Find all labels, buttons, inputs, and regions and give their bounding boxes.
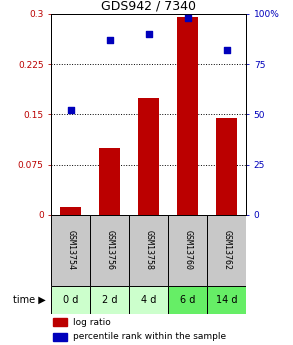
Bar [99,148,120,215]
Bar [90,215,129,286]
Title: GDS942 / 7340: GDS942 / 7340 [101,0,196,13]
Point [185,15,190,21]
Text: GSM13758: GSM13758 [144,230,153,270]
Text: GSM13762: GSM13762 [222,230,231,270]
Bar [177,17,198,215]
Point [224,47,229,53]
Text: 4 d: 4 d [141,295,156,305]
Bar [53,333,67,341]
Bar [60,207,81,215]
Bar [138,98,159,215]
Text: time ▶: time ▶ [13,295,45,305]
Bar [168,286,207,314]
Bar [51,215,90,286]
Text: 2 d: 2 d [102,295,117,305]
Text: 0 d: 0 d [63,295,79,305]
Text: GSM13754: GSM13754 [66,230,75,270]
Text: percentile rank within the sample: percentile rank within the sample [73,332,226,341]
Point [108,37,112,43]
Bar [207,286,246,314]
Bar [216,118,237,215]
Bar [53,318,67,326]
Text: GSM13756: GSM13756 [105,230,114,270]
Bar [129,286,168,314]
Text: 6 d: 6 d [180,295,195,305]
Bar [129,215,168,286]
Bar [90,286,129,314]
Bar [168,215,207,286]
Bar [51,286,90,314]
Bar [207,215,246,286]
Text: 14 d: 14 d [216,295,237,305]
Point [69,108,73,113]
Text: log ratio: log ratio [73,318,110,327]
Text: GSM13760: GSM13760 [183,230,192,270]
Point [146,31,151,37]
